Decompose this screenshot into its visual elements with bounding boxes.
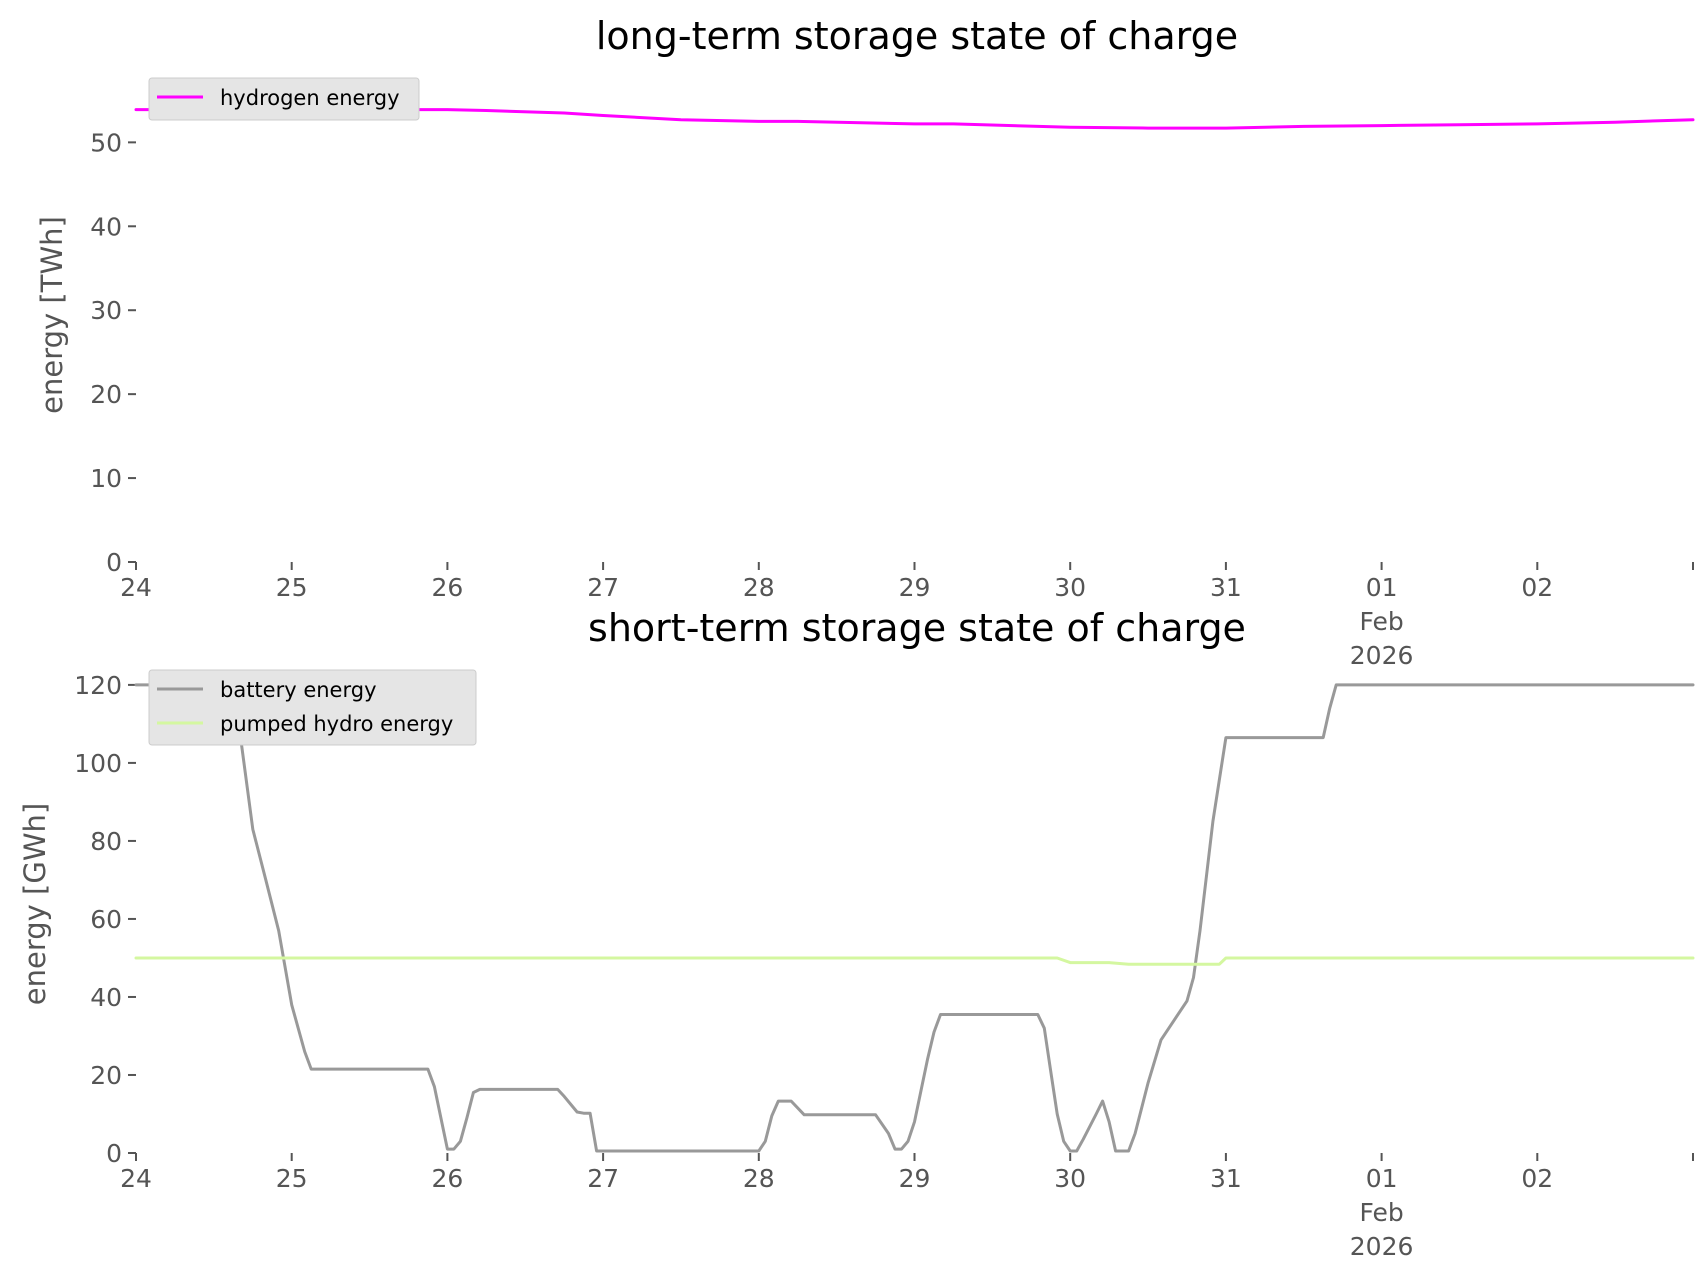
long-term-chart-x-tick-label: 29 <box>899 573 931 602</box>
short-term-chart-title: short-term storage state of charge <box>588 606 1246 650</box>
short-term-chart-x-tick-label: 29 <box>899 1164 931 1193</box>
short-term-chart-y-tick-label: 80 <box>90 827 122 856</box>
short-term-chart-y-ticks: 0 20 40 60 80 100 120 <box>74 671 136 1168</box>
long-term-chart-title: long-term storage state of charge <box>596 14 1238 58</box>
long-term-chart-y-tick-label: 40 <box>90 212 122 241</box>
long-term-chart-x-tick-label: 26 <box>431 573 463 602</box>
long-term-chart-x-tick-label: 24 <box>120 573 152 602</box>
long-term-chart-y-axis-label: energy [TWh] <box>35 216 69 414</box>
long-term-chart-y-tick-label: 30 <box>90 296 122 325</box>
long-term-chart-y-tick-label: 50 <box>90 128 122 157</box>
long-term-chart-x-tick-label: 27 <box>587 573 619 602</box>
short-term-chart-y-tick-label: 100 <box>74 749 122 778</box>
long-term-chart-legend-box <box>148 77 420 121</box>
short-term-chart-x-tick-label: 25 <box>276 1164 308 1193</box>
long-term-chart-x-tick-label: 2026 <box>1350 641 1414 670</box>
long-term-chart-x-tick-label: 01 <box>1366 573 1398 602</box>
series-line-pumped-hydro-energy <box>134 956 1695 966</box>
legend-label-hydrogen-energy: hydrogen energy <box>220 86 400 110</box>
short-term-chart-x-tick-label: 24 <box>120 1164 152 1193</box>
short-term-chart-x-tick-label: 28 <box>743 1164 775 1193</box>
short-term-chart-legend-box <box>148 669 477 746</box>
series-line-hydrogen-energy <box>134 108 1695 130</box>
short-term-chart-x-tick-label: 01 <box>1366 1164 1398 1193</box>
long-term-chart-series <box>134 108 1695 130</box>
series-line-battery-energy <box>134 683 1695 1153</box>
short-term-chart-x-tick-label: 2026 <box>1350 1232 1414 1261</box>
short-term-chart-legend: battery energy pumped hydro energy <box>148 669 477 746</box>
short-term-chart-y-tick-label: 120 <box>74 671 122 700</box>
short-term-chart-x-tick-label: 27 <box>587 1164 619 1193</box>
legend-label-battery-energy: battery energy <box>220 678 377 702</box>
long-term-chart-x-tick-label: 30 <box>1054 573 1086 602</box>
long-term-chart-legend: hydrogen energy <box>148 77 420 121</box>
short-term-chart-x-tick-label: Feb <box>1359 1198 1403 1227</box>
long-term-chart-y-ticks: 0 10 20 30 40 50 <box>90 128 136 577</box>
short-term-chart-x-ticks: 24 25 26 27 28 29 30 31 01 Feb 2026 02 <box>120 1153 1694 1261</box>
short-term-chart: short-term storage state of charge energ… <box>18 606 1695 1261</box>
short-term-chart-y-tick-label: 60 <box>90 905 122 934</box>
short-term-chart-x-tick-label: 30 <box>1054 1164 1086 1193</box>
long-term-chart: long-term storage state of charge energy… <box>35 14 1695 670</box>
short-term-chart-x-tick-label: 26 <box>431 1164 463 1193</box>
short-term-chart-y-axis-label: energy [GWh] <box>18 803 52 1005</box>
short-term-chart-x-tick-label: 02 <box>1521 1164 1553 1193</box>
long-term-chart-x-tick-label: 25 <box>276 573 308 602</box>
long-term-chart-x-ticks: 24 25 26 27 28 29 30 31 01 Feb 2026 02 <box>120 562 1694 670</box>
legend-label-pumped-hydro-energy: pumped hydro energy <box>220 712 453 736</box>
short-term-chart-series <box>134 683 1695 1153</box>
long-term-chart-x-tick-label: Feb <box>1359 607 1403 636</box>
long-term-chart-x-tick-label: 02 <box>1521 573 1553 602</box>
short-term-chart-y-tick-label: 0 <box>106 1139 122 1168</box>
long-term-chart-y-tick-label: 20 <box>90 380 122 409</box>
short-term-chart-x-tick-label: 31 <box>1210 1164 1242 1193</box>
long-term-chart-x-tick-label: 31 <box>1210 573 1242 602</box>
long-term-chart-y-tick-label: 10 <box>90 464 122 493</box>
short-term-chart-y-tick-label: 40 <box>90 983 122 1012</box>
long-term-chart-x-tick-label: 28 <box>743 573 775 602</box>
short-term-chart-y-tick-label: 20 <box>90 1061 122 1090</box>
long-term-chart-y-tick-label: 0 <box>106 548 122 577</box>
